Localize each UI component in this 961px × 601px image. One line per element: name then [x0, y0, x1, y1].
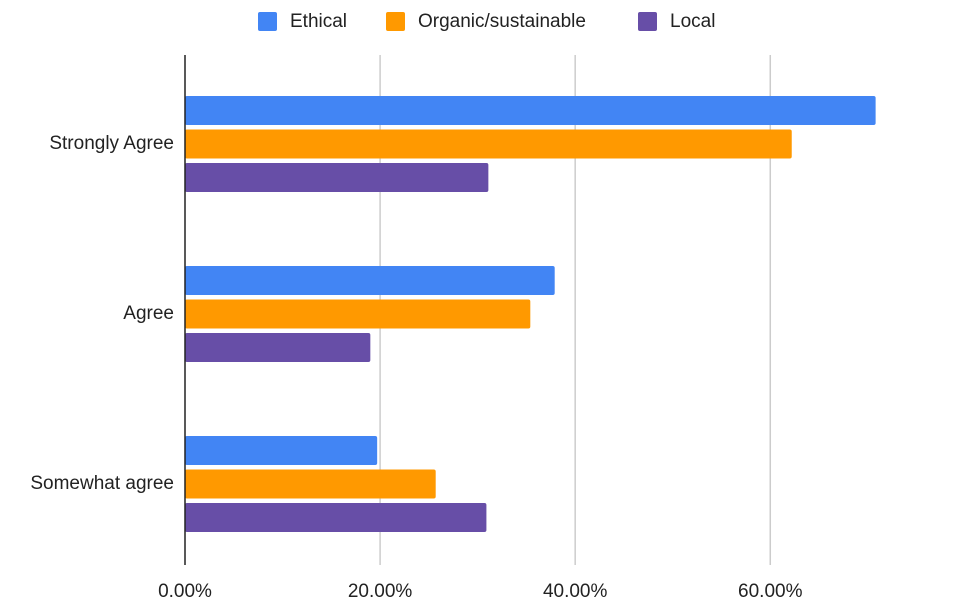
- y-tick-label: Strongly Agree: [49, 133, 174, 154]
- bar: [185, 436, 378, 465]
- bar: [185, 469, 436, 499]
- bar: [185, 129, 792, 159]
- x-tick-label: 0.00%: [158, 581, 212, 601]
- bar: [185, 96, 876, 125]
- x-tick-label: 60.00%: [738, 581, 803, 601]
- bar: [185, 299, 531, 329]
- bar: [185, 503, 487, 532]
- legend-label: Ethical: [290, 11, 347, 32]
- legend-swatch: [258, 12, 277, 31]
- y-tick-label: Agree: [123, 303, 174, 324]
- legend-label: Organic/sustainable: [418, 11, 586, 32]
- bar: [185, 266, 555, 295]
- x-tick-label: 20.00%: [348, 581, 413, 601]
- legend-label: Local: [670, 11, 715, 32]
- x-tick-label: 40.00%: [543, 581, 608, 601]
- legend-swatch: [638, 12, 657, 31]
- legend-swatch: [386, 12, 405, 31]
- y-tick-label: Somewhat agree: [30, 473, 174, 494]
- bar: [185, 333, 371, 362]
- bar: [185, 163, 489, 192]
